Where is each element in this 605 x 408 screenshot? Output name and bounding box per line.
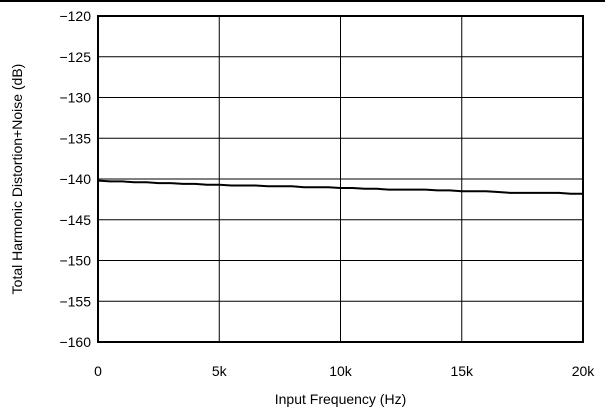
- x-tick-label: 5k: [212, 363, 228, 379]
- y-tick-label: −130: [59, 90, 91, 106]
- grid-lines: [98, 16, 583, 342]
- x-axis-label: Input Frequency (Hz): [275, 391, 407, 407]
- y-tick-label: −150: [59, 253, 91, 269]
- y-tick-label: −125: [59, 49, 91, 65]
- y-tick-label: −160: [59, 334, 91, 350]
- x-tick-labels: 0 5k 10k 15k 20k: [94, 363, 595, 379]
- y-tick-label: −155: [59, 293, 91, 309]
- y-tick-label: −135: [59, 130, 91, 146]
- series-line: [98, 179, 583, 195]
- top-rule: [0, 0, 605, 2]
- plot-frame: [97, 15, 584, 343]
- y-axis-label: Total Harmonic Distortion+Noise (dB): [9, 64, 25, 295]
- x-tick-label: 0: [94, 363, 102, 379]
- series-group: [98, 179, 583, 195]
- x-tick-label: 20k: [572, 363, 596, 379]
- y-tick-labels: −120 −125 −130 −135 −140 −145 −150 −155 −160: [59, 8, 91, 350]
- y-tick-label: −145: [59, 212, 91, 228]
- y-tick-label: −140: [59, 171, 91, 187]
- x-tick-label: 15k: [450, 363, 474, 379]
- x-tick-label: 10k: [329, 363, 353, 379]
- y-tick-label: −120: [59, 8, 91, 24]
